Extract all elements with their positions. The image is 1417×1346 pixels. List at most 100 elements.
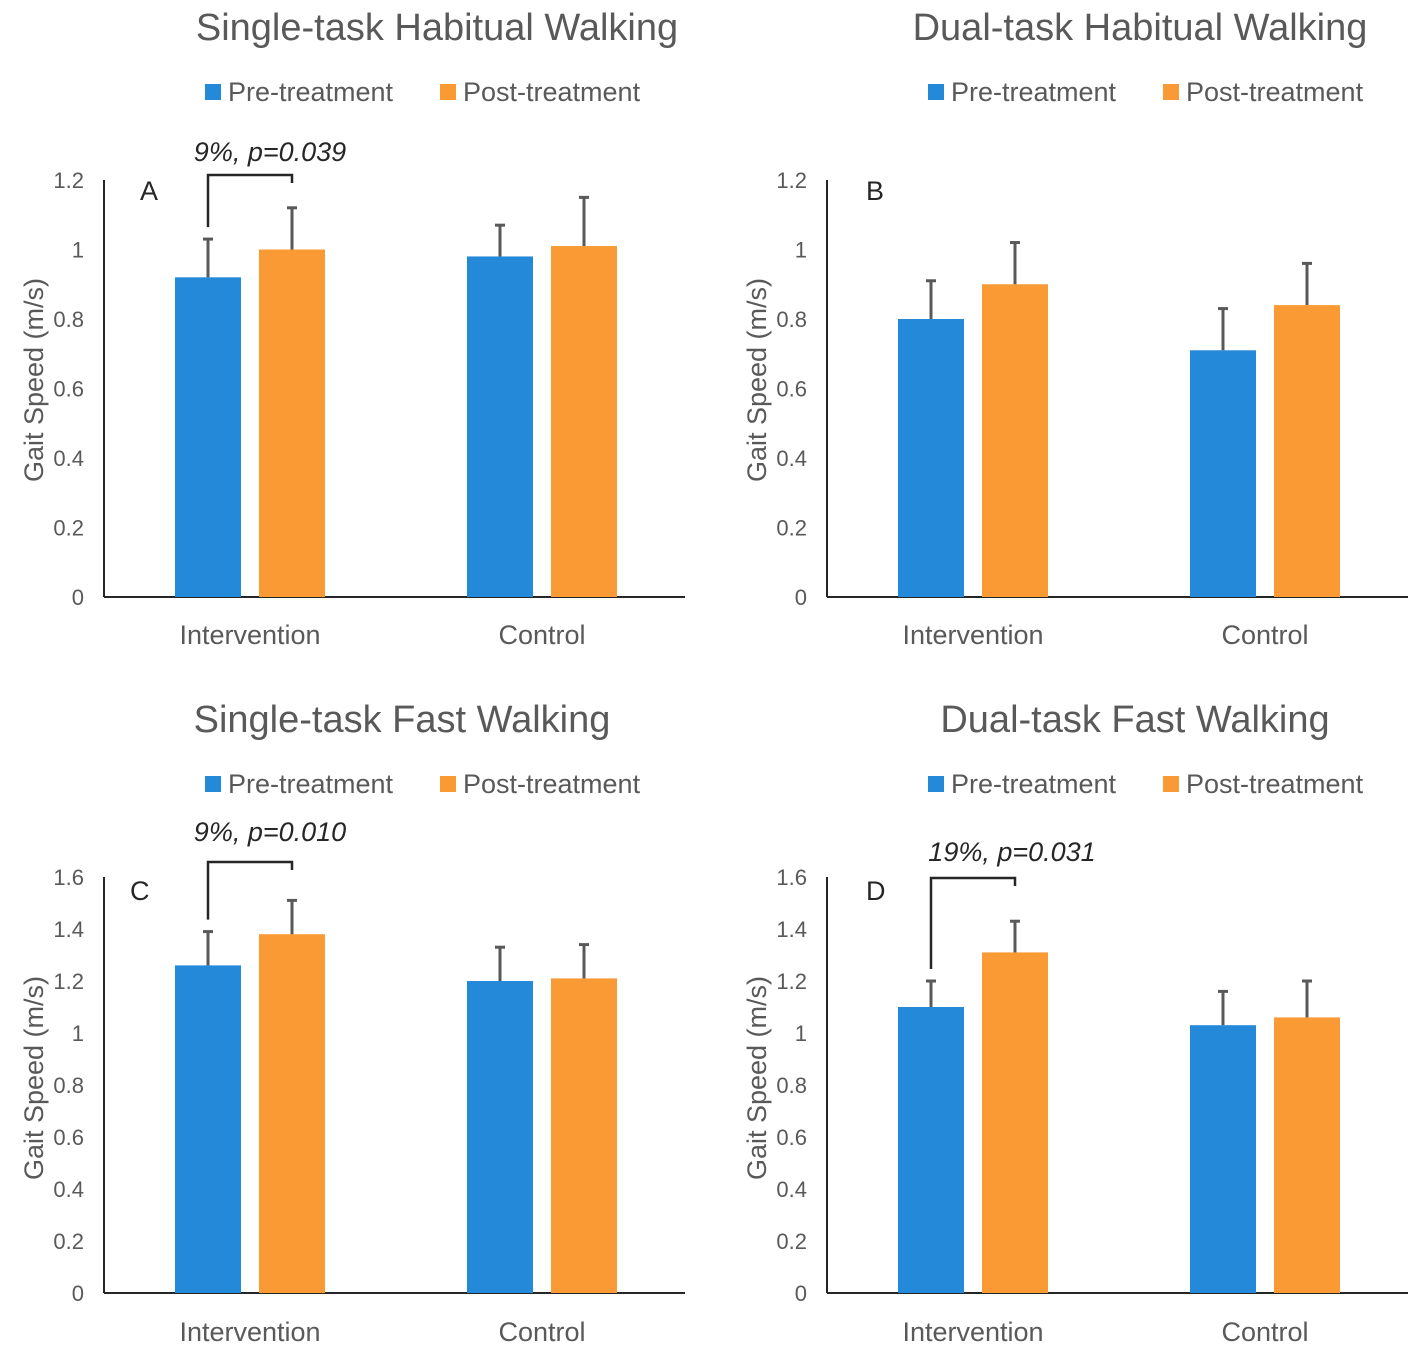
y-tick-label: 0.2 <box>53 516 84 541</box>
legend: Pre-treatment Post-treatment <box>205 769 641 799</box>
legend: Pre-treatment Post-treatment <box>928 769 1364 799</box>
bar-post-intervention <box>982 952 1048 1293</box>
x-category-label: Intervention <box>179 620 320 650</box>
y-tick-label: 0.4 <box>53 1177 84 1202</box>
chart-title: Single-task Fast Walking <box>194 699 611 741</box>
chart-title: Dual-task Habitual Walking <box>913 7 1368 49</box>
legend-label: Post-treatment <box>1186 769 1364 799</box>
y-tick-label: 0.6 <box>53 377 84 402</box>
legend-label: Pre-treatment <box>951 77 1117 107</box>
legend-swatch <box>205 84 221 100</box>
legend: Pre-treatment Post-treatment <box>928 77 1364 107</box>
bar-post-intervention <box>259 249 325 597</box>
bar-pre-intervention <box>175 965 241 1293</box>
y-axis-label: Gait Speed (m/s) <box>19 278 49 482</box>
y-tick-label: 0 <box>72 585 84 610</box>
y-tick-label: 0.6 <box>53 1125 84 1150</box>
bar-post-control <box>551 246 617 597</box>
panel-letter: D <box>866 876 886 906</box>
y-tick-label: 0.6 <box>776 1125 807 1150</box>
y-tick-label: 0.2 <box>776 516 807 541</box>
y-tick-label: 1 <box>72 238 84 263</box>
y-tick-label: 1 <box>795 1021 807 1046</box>
panel-letter: C <box>130 876 150 906</box>
bar-post-intervention <box>982 284 1048 597</box>
y-tick-label: 1.2 <box>53 168 84 193</box>
y-tick-label: 0.4 <box>776 446 807 471</box>
chart-panel-a: Single-task Habitual Walking Pre-treatmen… <box>19 7 685 650</box>
y-tick-label: 0.2 <box>776 1229 807 1254</box>
y-tick-label: 1.2 <box>776 969 807 994</box>
legend-swatch <box>440 776 456 792</box>
y-tick-label: 1.2 <box>53 969 84 994</box>
panel-letter: A <box>140 176 158 206</box>
bar-pre-control <box>467 256 533 597</box>
legend-swatch <box>928 776 944 792</box>
significance-annotation: 9%, p=0.010 <box>194 817 346 847</box>
bar-pre-control <box>1190 1025 1256 1293</box>
y-tick-label: 0.6 <box>776 377 807 402</box>
significance-bracket <box>206 860 294 920</box>
x-category-label: Control <box>498 620 585 650</box>
legend-label: Post-treatment <box>463 77 641 107</box>
x-category-label: Control <box>1221 620 1308 650</box>
legend-swatch <box>205 776 221 792</box>
legend-swatch <box>1163 84 1179 100</box>
legend: Pre-treatment Post-treatment <box>205 77 641 107</box>
x-category-label: Control <box>498 1317 585 1346</box>
bar-post-control <box>1274 1017 1340 1293</box>
legend-label: Post-treatment <box>1186 77 1364 107</box>
y-tick-label: 0.4 <box>776 1177 807 1202</box>
y-tick-label: 0.2 <box>53 1229 84 1254</box>
y-tick-label: 1.6 <box>776 865 807 890</box>
x-category-label: Intervention <box>902 1317 1043 1346</box>
significance-bracket <box>206 173 294 228</box>
significance-annotation: 9%, p=0.039 <box>194 137 346 167</box>
chart-panel-c: Single-task Fast Walking Pre-treatment Pos… <box>19 699 685 1346</box>
legend-swatch <box>440 84 456 100</box>
x-category-label: Intervention <box>179 1317 320 1346</box>
bar-pre-control <box>467 981 533 1293</box>
bar-post-control <box>551 978 617 1293</box>
legend-label: Pre-treatment <box>951 769 1117 799</box>
bar-pre-intervention <box>175 277 241 597</box>
y-axis-label: Gait Speed (m/s) <box>19 976 49 1180</box>
y-tick-label: 1.2 <box>776 168 807 193</box>
legend-label: Post-treatment <box>463 769 641 799</box>
y-tick-label: 0 <box>795 585 807 610</box>
bar-post-control <box>1274 305 1340 597</box>
y-tick-label: 0 <box>72 1281 84 1306</box>
y-tick-label: 0.8 <box>53 307 84 332</box>
y-tick-label: 1.6 <box>53 865 84 890</box>
x-category-label: Intervention <box>902 620 1043 650</box>
legend-label: Pre-treatment <box>228 769 394 799</box>
bar-pre-control <box>1190 350 1256 597</box>
y-tick-label: 0.8 <box>776 1073 807 1098</box>
y-axis-label: Gait Speed (m/s) <box>742 976 772 1180</box>
legend-swatch <box>1163 776 1179 792</box>
chart-title: Dual-task Fast Walking <box>940 699 1329 741</box>
x-category-label: Control <box>1221 1317 1308 1346</box>
significance-annotation: 19%, p=0.031 <box>928 837 1095 867</box>
y-tick-label: 0.8 <box>776 307 807 332</box>
y-tick-label: 1.4 <box>776 917 807 942</box>
chart-panel-d: Dual-task Fast Walking Pre-treatment Post-… <box>742 699 1408 1346</box>
y-tick-label: 1 <box>795 238 807 263</box>
chart-title: Single-task Habitual Walking <box>196 7 678 49</box>
bar-pre-intervention <box>898 1007 964 1293</box>
significance-bracket <box>929 876 1017 969</box>
y-tick-label: 0.4 <box>53 446 84 471</box>
y-tick-label: 0.8 <box>53 1073 84 1098</box>
legend-label: Pre-treatment <box>228 77 394 107</box>
panel-letter: B <box>866 176 884 206</box>
bar-pre-intervention <box>898 319 964 597</box>
y-tick-label: 1.4 <box>53 917 84 942</box>
y-tick-label: 1 <box>72 1021 84 1046</box>
legend-swatch <box>928 84 944 100</box>
y-tick-label: 0 <box>795 1281 807 1306</box>
bar-post-intervention <box>259 934 325 1293</box>
y-axis-label: Gait Speed (m/s) <box>742 278 772 482</box>
